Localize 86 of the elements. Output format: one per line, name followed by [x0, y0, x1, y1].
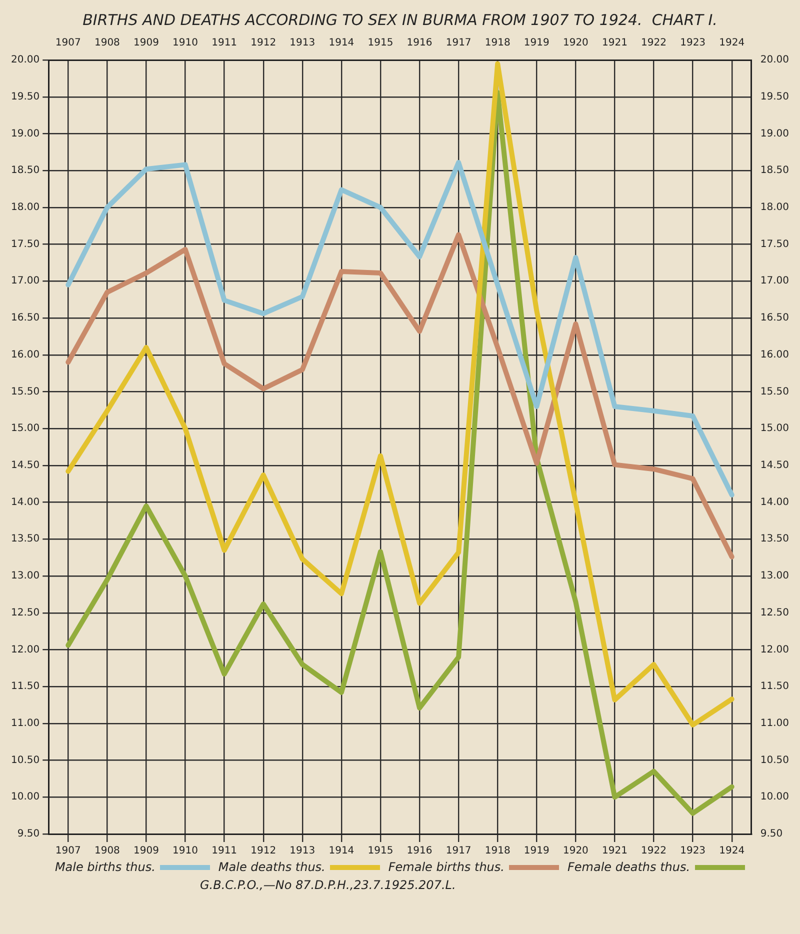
y2-tick-label: 12.50 [760, 607, 790, 618]
chart-title: BIRTHS AND DEATHS ACCORDING TO SEX IN BURMA FROM 1907 TO 1924. CHART I. [82, 10, 718, 29]
x-tick-label: 1916 [406, 38, 432, 49]
x-tick-label: 1907 [55, 38, 81, 49]
y-tick-label: 10.00 [10, 792, 40, 803]
x-tick-label: 1918 [484, 38, 510, 49]
category-label: 1909 [134, 846, 159, 857]
y2-tick-label: 11.50 [760, 681, 790, 692]
category-label: 1916 [406, 846, 432, 857]
category-label: 1920 [562, 846, 588, 857]
y-tick-label: 19.00 [10, 128, 40, 140]
y2-tick-label: 14.00 [760, 496, 790, 508]
x-tick-label: 1912 [250, 38, 276, 49]
y2-tick-label: 20.00 [760, 54, 790, 66]
y2-tick-label: 15.50 [760, 386, 790, 398]
y-tick-label: 13.00 [10, 570, 40, 582]
y2-tick-label: 11.00 [760, 718, 790, 730]
y-tick-label: 12.00 [10, 644, 40, 656]
y2-tick-label: 10.50 [760, 754, 790, 766]
y2-tick-label: 17.00 [760, 276, 790, 287]
x-tick-label: 1923 [680, 38, 706, 49]
x-tick-label: 1915 [368, 38, 394, 49]
y2-tick-label: 18.50 [760, 165, 790, 176]
y2-tick-label: 14.50 [760, 460, 790, 472]
x-tick-label: 1910 [172, 38, 198, 49]
x-tick-label: 1917 [446, 38, 472, 49]
y2-tick-label: 16.50 [760, 312, 790, 324]
x-tick-label: 1922 [641, 38, 666, 49]
text: G.B.C.P.O.,—No 87.D.P.H.,23.7.1925.207.L. [200, 878, 457, 892]
category-label: 1908 [94, 846, 120, 857]
category-label: 1911 [212, 846, 238, 857]
y-tick-label: 17.00 [10, 276, 40, 287]
category-label: 1912 [250, 846, 276, 857]
y2-tick-label: 18.00 [760, 202, 790, 214]
x-tick-label: 1920 [562, 38, 588, 49]
y2-tick-label: 13.00 [760, 570, 790, 582]
y-tick-label: 14.50 [10, 460, 40, 472]
y2-tick-label: 13.50 [760, 534, 790, 545]
y-tick-label: 18.50 [10, 165, 40, 176]
y2-tick-label: 15.00 [760, 423, 790, 434]
x-tick-label: 1919 [524, 38, 550, 49]
x-tick-label: 1913 [290, 38, 316, 49]
category-label: 1919 [524, 846, 550, 857]
y-tick-label: 10.50 [10, 754, 40, 766]
y2-tick-label: 16.00 [760, 349, 790, 360]
y-tick-label: 16.50 [10, 312, 40, 324]
category-label: 1907 [55, 846, 81, 857]
y-tick-label: 18.00 [10, 202, 40, 214]
legend-label: Male births thus. [54, 860, 156, 874]
category-label: 1918 [484, 846, 510, 857]
y-tick-label: 17.50 [10, 238, 40, 250]
y2-tick-label: 17.50 [760, 238, 790, 250]
category-label: 1910 [172, 846, 198, 857]
category-label: 1917 [446, 846, 472, 857]
legend-label: Male deaths thus. [218, 860, 326, 874]
y2-tick-label: 10.00 [760, 792, 790, 803]
y-tick-label: 11.00 [10, 718, 40, 730]
legend-label: Female births thus. [388, 860, 504, 874]
x-tick-label: 1908 [94, 38, 120, 49]
y2-tick-label: 12.00 [760, 644, 790, 656]
y-tick-label: 15.50 [10, 386, 40, 398]
category-label: 1923 [680, 846, 706, 857]
y-tick-label: 13.50 [10, 534, 40, 545]
x-tick-label: 1924 [719, 38, 745, 49]
y-tick-label: 15.00 [10, 423, 40, 434]
category-label: 1924 [719, 846, 745, 857]
y2-tick-label: 19.00 [760, 128, 790, 140]
y-tick-label: 20.00 [10, 54, 40, 66]
legend-label: Female deaths thus. [567, 860, 690, 874]
x-tick-label: 1911 [212, 38, 238, 49]
y-tick-label: 19.50 [10, 91, 40, 102]
y2-tick-label: 19.50 [760, 91, 790, 102]
y-tick-label: 14.00 [10, 496, 40, 508]
y-tick-label: 9.50 [17, 828, 40, 840]
category-label: 1914 [328, 846, 354, 857]
x-tick-label: 1909 [134, 38, 159, 49]
y-tick-label: 12.50 [10, 607, 40, 618]
category-label: 1915 [368, 846, 394, 857]
y2-tick-label: 9.50 [760, 828, 783, 840]
y-tick-label: 11.50 [10, 681, 40, 692]
x-tick-label: 1921 [602, 38, 628, 49]
y-tick-label: 16.00 [10, 349, 40, 360]
category-label: 1922 [641, 846, 666, 857]
category-label: 1921 [602, 846, 628, 857]
category-label: 1913 [290, 846, 316, 857]
x-tick-label: 1914 [328, 38, 354, 49]
